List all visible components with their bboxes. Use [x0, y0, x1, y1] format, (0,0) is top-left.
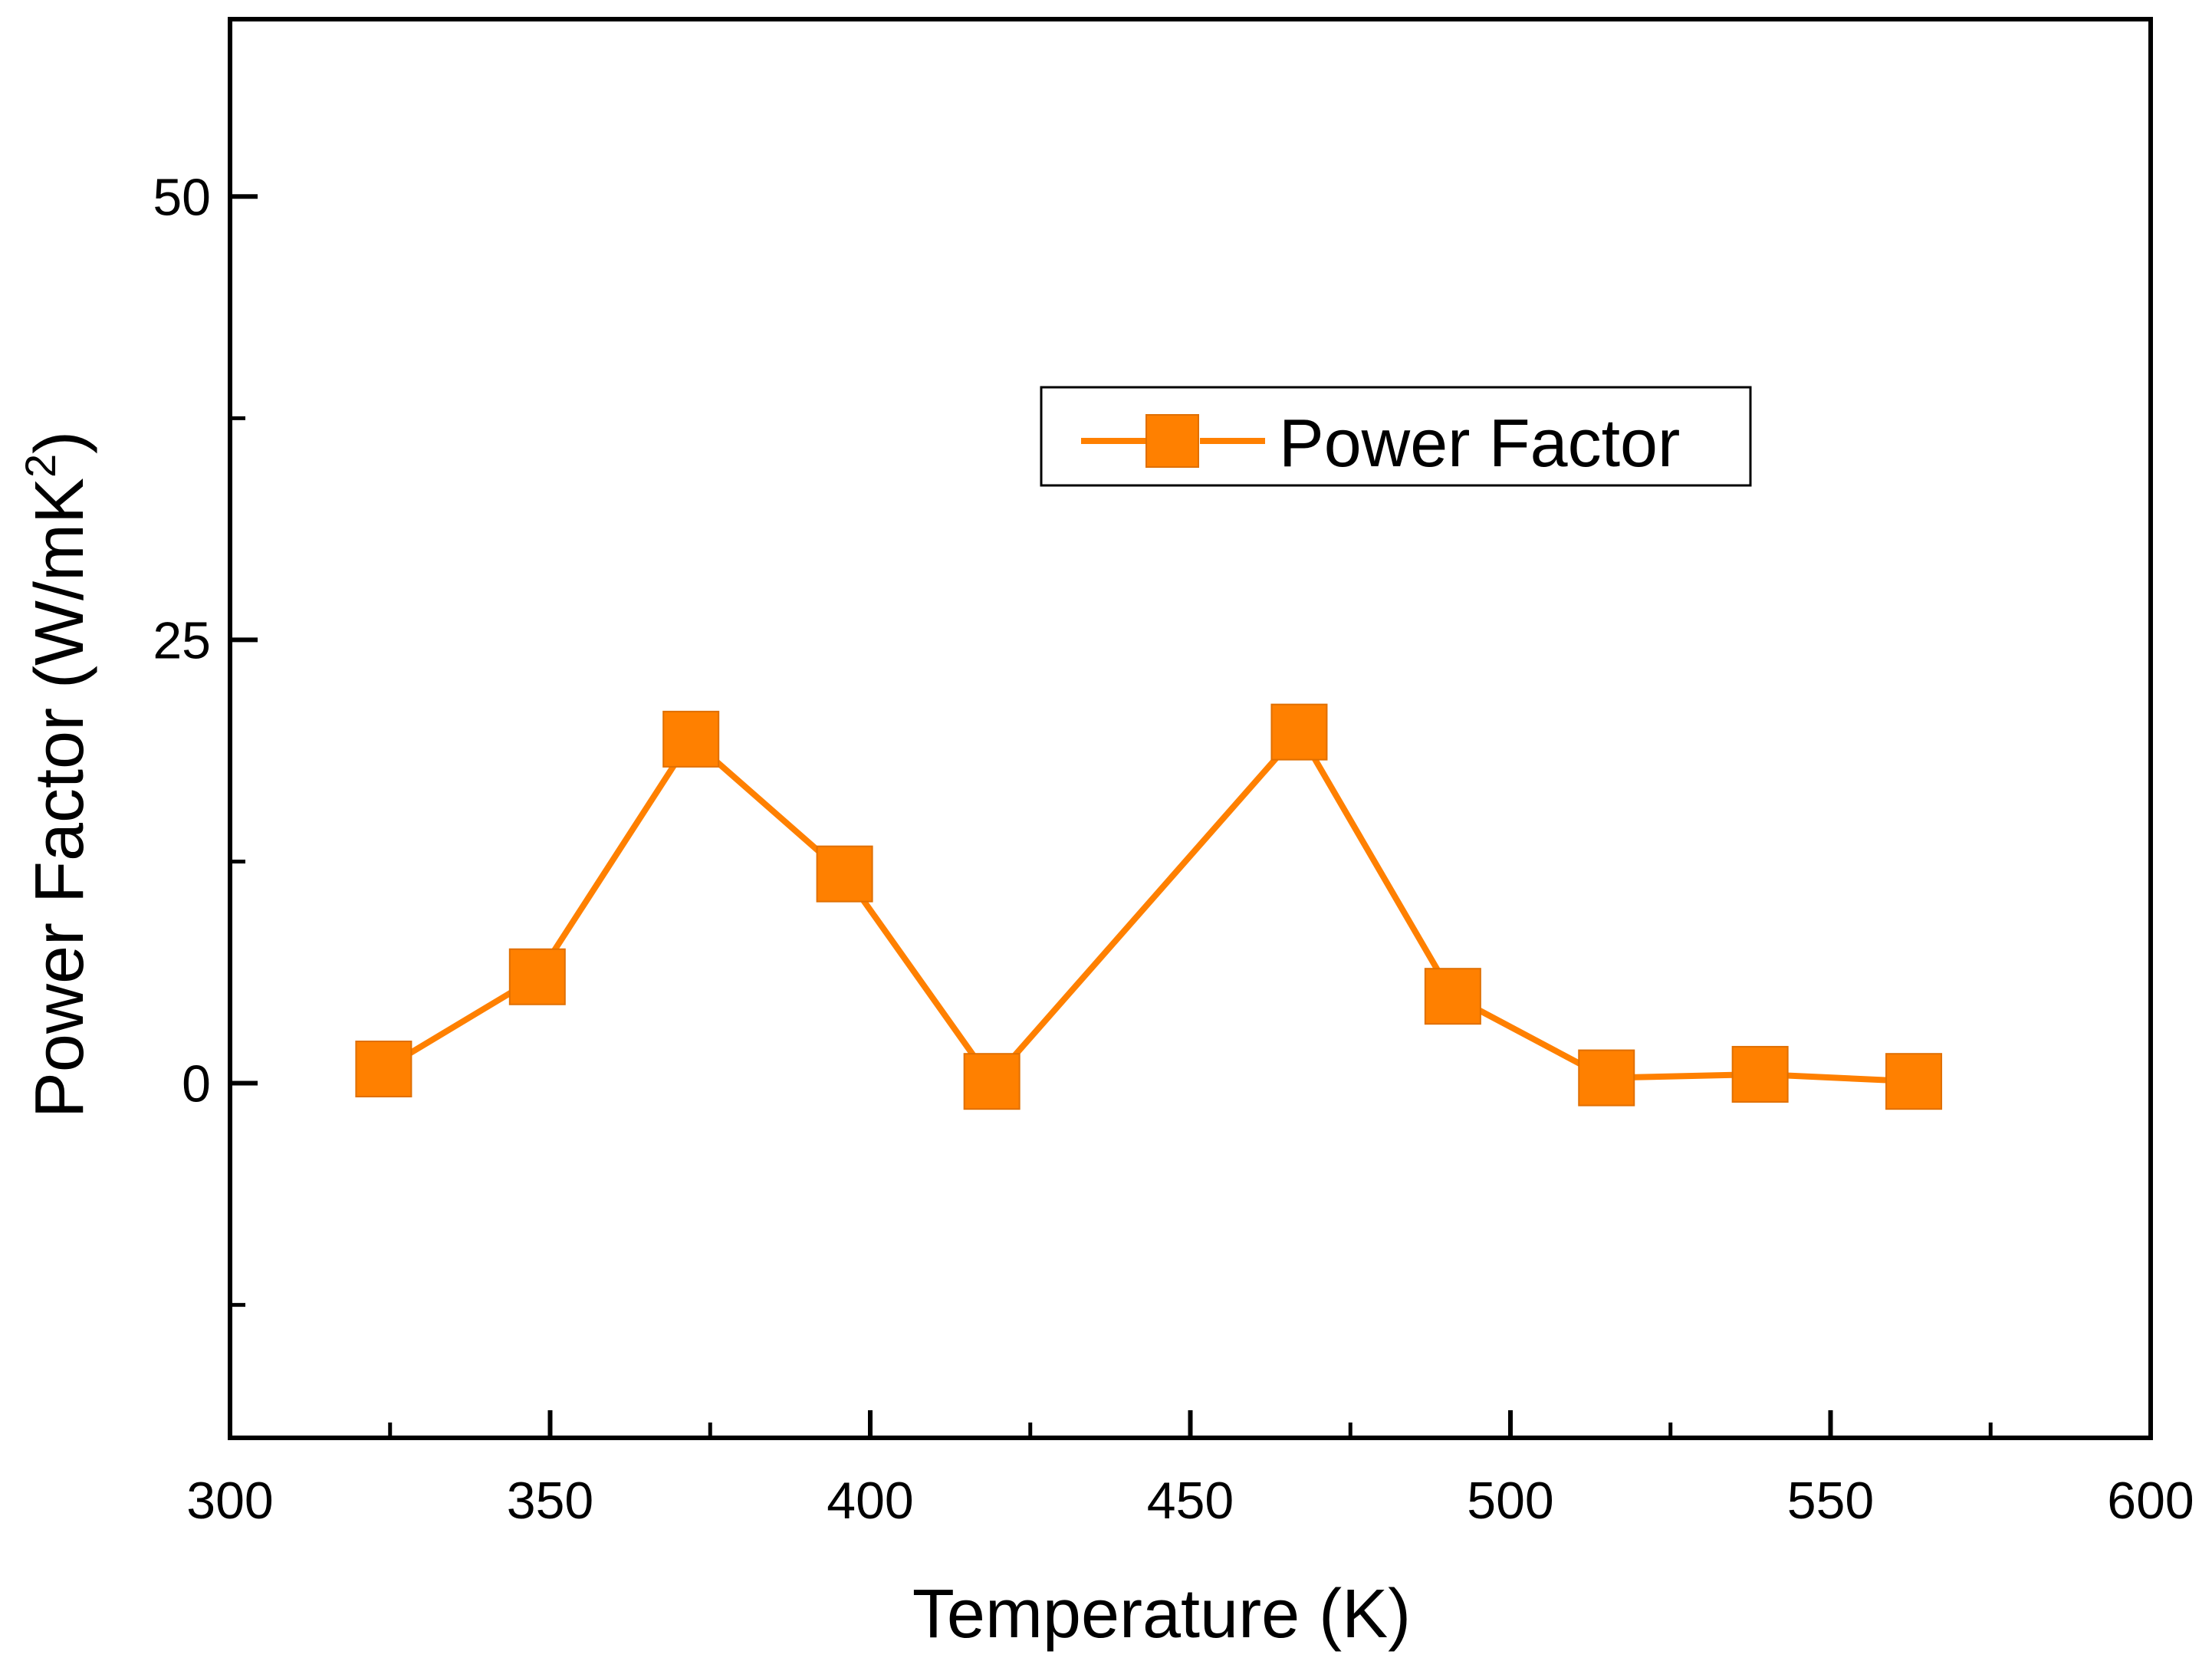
series-line-segment — [842, 872, 994, 1084]
y-axis-title: Power Factor (W/mK2) — [16, 431, 98, 1118]
data-point-marker — [816, 845, 873, 903]
x-tick-label: 350 — [507, 1472, 593, 1530]
data-point-marker — [1885, 1053, 1943, 1110]
data-point-marker — [355, 1041, 412, 1097]
data-point-marker — [1731, 1045, 1789, 1103]
x-tick-label: 450 — [1147, 1472, 1234, 1530]
y-axis-title-main: Power Factor (W/mK — [21, 478, 98, 1118]
legend: Power Factor — [1040, 386, 1752, 487]
series-lines — [382, 729, 1915, 1085]
y-tick-label: 50 — [153, 168, 211, 226]
series-line-segment — [534, 737, 694, 979]
data-point-marker — [1424, 968, 1481, 1025]
y-tick-label: 0 — [182, 1055, 211, 1113]
x-tick-label: 550 — [1787, 1472, 1874, 1530]
x-axis-title: Temperature (K) — [912, 1576, 1411, 1653]
data-point-marker — [508, 948, 566, 1005]
data-point-marker — [963, 1053, 1021, 1110]
legend-marker — [1145, 414, 1199, 468]
y-axis-title-superscript: 2 — [16, 454, 64, 478]
y-axis-title-closing: ) — [21, 431, 98, 454]
y-axis-ticks: 0 25 50 — [153, 168, 258, 1307]
series-line-segment — [1296, 730, 1456, 998]
x-tick-label: 400 — [827, 1472, 913, 1530]
legend-label: Power Factor — [1279, 405, 1680, 481]
data-point-marker — [1270, 703, 1328, 761]
series-line-segment — [989, 729, 1302, 1084]
x-axis-ticks: 300 350 400 450 500 550 600 — [186, 1410, 2194, 1530]
data-point-marker — [662, 710, 720, 768]
x-tick-label: 500 — [1467, 1472, 1553, 1530]
y-tick-label: 25 — [153, 611, 211, 669]
data-point-marker — [1578, 1049, 1635, 1107]
plot-frame — [228, 17, 2153, 1440]
series-markers — [355, 703, 1943, 1110]
x-tick-label: 600 — [2107, 1472, 2194, 1530]
x-tick-label: 300 — [186, 1472, 273, 1530]
